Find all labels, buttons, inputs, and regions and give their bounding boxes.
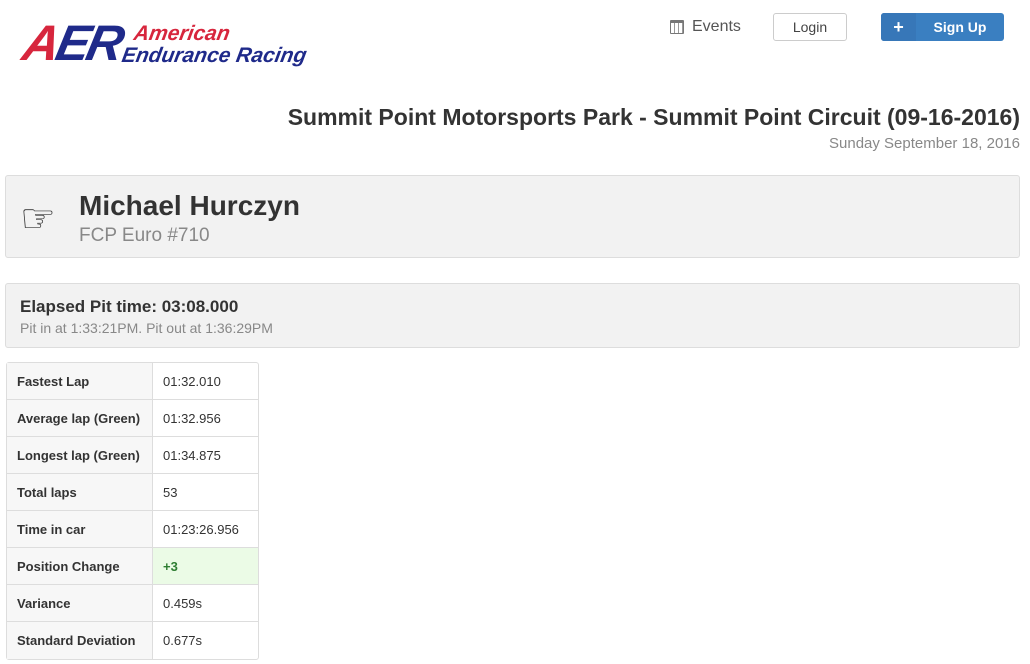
stat-label: Position Change (7, 548, 153, 585)
stat-label: Total laps (7, 474, 153, 511)
hand-pointing-right-icon: ☞ (20, 197, 56, 241)
table-row: Time in car 01:23:26.956 (7, 511, 258, 548)
event-date: Sunday September 18, 2016 (829, 135, 1020, 152)
table-row: Standard Deviation 0.677s (7, 622, 258, 659)
stat-value: 53 (153, 474, 258, 511)
table-row: Longest lap (Green) 01:34.875 (7, 437, 258, 474)
stat-value: 0.677s (163, 633, 203, 648)
stat-label: Standard Deviation (7, 622, 153, 659)
table-row: Fastest Lap 01:32.010 (7, 363, 258, 400)
login-button[interactable]: Login (773, 13, 847, 41)
stat-value: 01:23:26.956 (153, 511, 258, 548)
table-row: Position Change +3 (7, 548, 258, 585)
aer-logo[interactable]: AER American Endurance Racing (18, 15, 309, 71)
event-title: Summit Point Motorsports Park - Summit P… (287, 104, 1020, 130)
stat-label: Average lap (Green) (7, 400, 153, 437)
pit-detail: Pit in at 1:33:21PM. Pit out at 1:36:29P… (20, 320, 273, 336)
stat-label: Fastest Lap (7, 363, 153, 400)
stat-value: 0.459s (153, 585, 258, 622)
stat-value: 01:32.956 (153, 400, 258, 437)
sign-up-button[interactable]: + Sign Up (881, 13, 1004, 41)
stat-value: +3 (153, 548, 258, 585)
calendar-icon (670, 20, 684, 34)
stat-value: 01:32.010 (153, 363, 258, 400)
stat-value: 01:34.875 (153, 437, 258, 474)
driver-panel: ☞ Michael Hurczyn FCP Euro #710 (5, 175, 1020, 258)
stat-label: Time in car (7, 511, 153, 548)
driver-name: Michael Hurczyn (79, 190, 300, 221)
pit-panel: Elapsed Pit time: 03:08.000 Pit in at 1:… (5, 283, 1020, 348)
table-row: Average lap (Green) 01:32.956 (7, 400, 258, 437)
table-row: Variance 0.459s (7, 585, 258, 622)
team-name: FCP Euro #710 (79, 225, 210, 246)
plus-icon: + (881, 13, 916, 41)
stat-label: Longest lap (Green) (7, 437, 153, 474)
stats-table: Fastest Lap 01:32.010 Average lap (Green) 0… (6, 362, 259, 660)
table-row: Total laps 53 (7, 474, 258, 511)
stat-label: Variance (7, 585, 153, 622)
events-link[interactable]: Events (670, 18, 741, 36)
pit-elapsed: Elapsed Pit time: 03:08.000 (20, 297, 239, 316)
